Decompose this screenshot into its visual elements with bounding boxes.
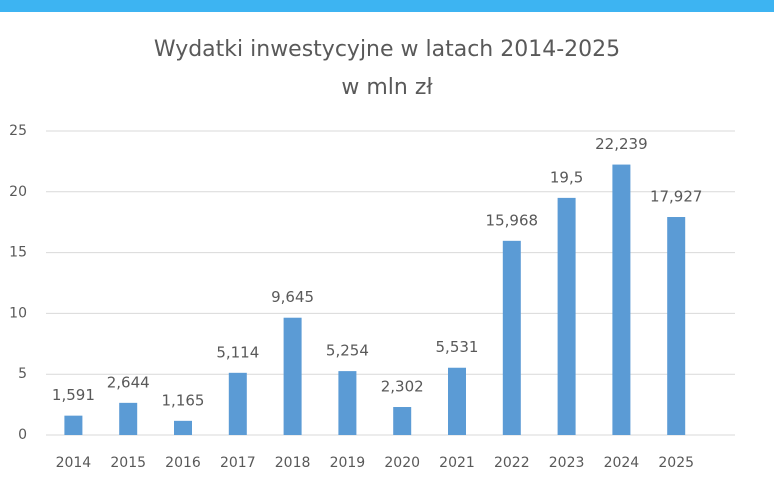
value-label: 2,302: [381, 378, 424, 396]
x-tick-label: 2023: [549, 455, 585, 471]
y-tick-label: 15: [9, 245, 27, 261]
bar: [502, 240, 521, 435]
value-label: 1,591: [52, 386, 95, 404]
x-tick-label: 2024: [604, 455, 640, 471]
bar: [283, 317, 302, 435]
bar: [228, 372, 247, 435]
value-label: 5,254: [326, 342, 369, 360]
x-tick-label: 2019: [330, 455, 366, 471]
y-tick-label: 0: [18, 427, 27, 443]
x-tick-label: 2025: [658, 455, 694, 471]
bar: [119, 402, 138, 435]
y-tick-label: 10: [9, 305, 27, 321]
value-label: 1,165: [162, 391, 205, 409]
x-tick-label: 2014: [56, 455, 92, 471]
bar: [174, 420, 192, 435]
bar: [557, 197, 576, 435]
bar: [64, 415, 83, 435]
top-band: [0, 0, 774, 12]
value-label: 15,968: [486, 211, 539, 229]
y-tick-label: 25: [9, 123, 27, 139]
bar: [448, 367, 466, 435]
value-label: 5,114: [216, 343, 259, 361]
bar: [667, 217, 686, 435]
y-tick-label: 5: [18, 366, 27, 382]
bar: [338, 371, 357, 435]
x-tick-label: 2018: [275, 455, 311, 471]
x-tick-label: 2020: [384, 455, 420, 471]
bar: [393, 407, 412, 435]
bar: [612, 164, 631, 435]
value-label: 5,531: [436, 338, 479, 356]
x-tick-label: 2021: [439, 455, 475, 471]
y-tick-label: 20: [9, 184, 27, 200]
value-label: 17,927: [650, 188, 703, 206]
chart-title: Wydatki inwestycyjne w latach 2014-2025: [154, 37, 620, 62]
value-label: 2,644: [107, 373, 150, 391]
x-tick-label: 2017: [220, 455, 256, 471]
chart-subtitle: w mln zł: [341, 75, 433, 100]
value-label: 19,5: [550, 168, 583, 186]
x-tick-label: 2022: [494, 455, 530, 471]
value-label: 22,239: [595, 135, 648, 153]
x-tick-label: 2015: [110, 455, 146, 471]
x-tick-label: 2016: [165, 455, 201, 471]
value-label: 9,645: [271, 288, 314, 306]
